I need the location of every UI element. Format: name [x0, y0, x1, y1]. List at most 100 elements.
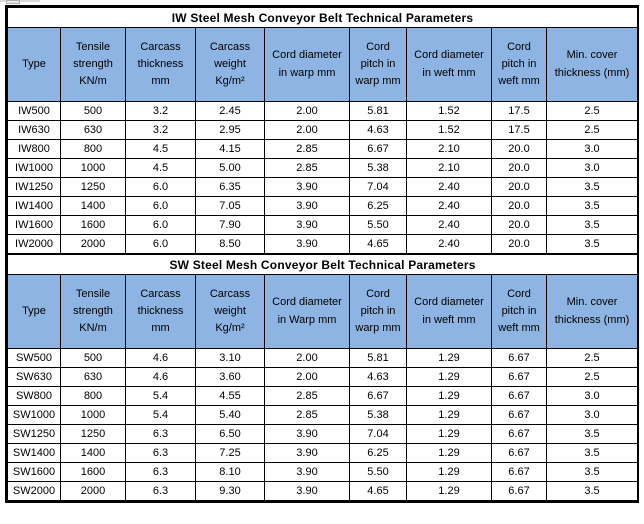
- value-cell: 5.38: [349, 158, 407, 178]
- sw-table-body: SW500 500 4.6 3.10 2.00 5.81 1.29 6.67 2.5 SW630 6…: [7, 348, 639, 501]
- value-cell: 6.3: [125, 481, 196, 501]
- value-cell: 20.0: [491, 215, 547, 235]
- value-cell: 9.30: [195, 481, 265, 501]
- value-cell: 7.05: [195, 196, 265, 216]
- value-cell: 3.90: [264, 234, 350, 254]
- value-cell: 7.04: [349, 424, 407, 444]
- column-header: Min. cover thickness (mm): [546, 27, 638, 102]
- screenshot-edge-artifact: [0, 0, 40, 2]
- type-cell: SW1600: [7, 462, 61, 482]
- value-cell: 1000: [60, 158, 126, 178]
- value-cell: 1600: [60, 462, 126, 482]
- value-cell: 2.10: [406, 158, 492, 178]
- value-cell: 1.29: [406, 367, 492, 387]
- table-row: SW2000 2000 6.3 9.30 3.90 4.65 1.29 6.67 3.5: [7, 481, 639, 501]
- table-row: IW500 500 3.2 2.45 2.00 5.81 1.52 17.5 2.5: [7, 101, 638, 121]
- value-cell: 1.29: [406, 462, 492, 482]
- column-header: Cord diameter in weft mm: [406, 27, 492, 102]
- value-cell: 2.40: [406, 234, 492, 254]
- value-cell: 20.0: [491, 196, 547, 216]
- column-header: Carcass thickness mm: [125, 27, 196, 102]
- value-cell: 2.85: [264, 405, 350, 425]
- iw-table-title: IW Steel Mesh Conveyor Belt Technical Pa…: [7, 7, 638, 28]
- value-cell: 2.85: [264, 139, 350, 159]
- table-row: SW500 500 4.6 3.10 2.00 5.81 1.29 6.67 2.5: [7, 348, 639, 368]
- sw-table-title-row: SW Steel Mesh Conveyor Belt Technical Pa…: [6, 254, 639, 275]
- type-cell: IW2000: [7, 234, 61, 254]
- iw-table-title-row: IW Steel Mesh Conveyor Belt Technical Pa…: [7, 7, 638, 28]
- value-cell: 2.00: [264, 367, 350, 387]
- value-cell: 2.10: [406, 139, 492, 159]
- value-cell: 3.5: [546, 196, 638, 216]
- value-cell: 4.15: [195, 139, 265, 159]
- iw-table-header-row: Type Tensile strength KN/m Carcass thickne…: [7, 27, 638, 102]
- iw-table-body: IW500 500 3.2 2.45 2.00 5.81 1.52 17.5 2.5 IW630 6…: [7, 101, 638, 254]
- value-cell: 6.3: [125, 462, 196, 482]
- value-cell: 3.90: [264, 481, 350, 501]
- column-header: Cord pitch in weft mm: [491, 274, 547, 349]
- type-cell: IW1400: [7, 196, 61, 216]
- value-cell: 2000: [60, 481, 126, 501]
- column-header: Type: [7, 274, 61, 349]
- technical-parameters-tables: IW Steel Mesh Conveyor Belt Technical Pa…: [5, 5, 639, 503]
- value-cell: 3.2: [125, 101, 196, 121]
- value-cell: 6.67: [491, 481, 547, 501]
- value-cell: 5.81: [349, 348, 407, 368]
- table-row: SW1000 1000 5.4 5.40 2.85 5.38 1.29 6.67 3.0: [7, 405, 639, 425]
- table-row: IW2000 2000 6.0 8.50 3.90 4.65 2.40 20.0 3.5: [7, 234, 638, 254]
- type-cell: SW1400: [7, 443, 61, 463]
- type-cell: IW1000: [7, 158, 61, 178]
- value-cell: 2.40: [406, 177, 492, 197]
- value-cell: 5.50: [349, 215, 407, 235]
- value-cell: 8.10: [195, 462, 265, 482]
- value-cell: 5.00: [195, 158, 265, 178]
- value-cell: 3.60: [195, 367, 265, 387]
- value-cell: 1250: [60, 177, 126, 197]
- value-cell: 20.0: [491, 177, 547, 197]
- type-cell: IW1600: [7, 215, 61, 235]
- value-cell: 4.55: [195, 386, 265, 406]
- value-cell: 4.65: [349, 481, 407, 501]
- value-cell: 6.25: [349, 196, 407, 216]
- value-cell: 5.38: [349, 405, 407, 425]
- value-cell: 2.40: [406, 215, 492, 235]
- value-cell: 7.90: [195, 215, 265, 235]
- type-cell: SW1000: [7, 405, 61, 425]
- type-cell: SW800: [7, 386, 61, 406]
- value-cell: 4.65: [349, 234, 407, 254]
- value-cell: 800: [60, 139, 126, 159]
- value-cell: 2.40: [406, 196, 492, 216]
- iw-parameters-table: IW Steel Mesh Conveyor Belt Technical Pa…: [7, 7, 638, 254]
- column-header: Carcass weight Kg/m²: [195, 27, 265, 102]
- value-cell: 3.5: [545, 424, 639, 444]
- value-cell: 1.29: [406, 481, 492, 501]
- value-cell: 6.67: [491, 443, 547, 463]
- value-cell: 3.5: [545, 481, 639, 501]
- value-cell: 2.00: [264, 348, 350, 368]
- column-header: Carcass weight Kg/m²: [195, 274, 265, 349]
- value-cell: 20.0: [491, 158, 547, 178]
- value-cell: 6.67: [491, 367, 547, 387]
- value-cell: 6.67: [491, 462, 547, 482]
- column-header: Carcass thickness mm: [125, 274, 196, 349]
- value-cell: 3.90: [264, 215, 350, 235]
- column-header: Cord diameter in Warp mm: [264, 274, 350, 349]
- value-cell: 1400: [60, 196, 126, 216]
- value-cell: 1000: [60, 405, 126, 425]
- value-cell: 6.35: [195, 177, 265, 197]
- table-row: SW1250 1250 6.3 6.50 3.90 7.04 1.29 6.67 3.5: [7, 424, 639, 444]
- column-header: Tensile strength KN/m: [60, 274, 126, 349]
- value-cell: 3.0: [545, 386, 639, 406]
- value-cell: 4.6: [125, 348, 196, 368]
- value-cell: 4.63: [349, 120, 407, 140]
- value-cell: 3.90: [264, 462, 350, 482]
- value-cell: 2.95: [195, 120, 265, 140]
- value-cell: 2.5: [545, 348, 639, 368]
- value-cell: 6.67: [349, 386, 407, 406]
- value-cell: 3.5: [546, 234, 638, 254]
- type-cell: SW1250: [7, 424, 61, 444]
- table-row: IW1250 1250 6.0 6.35 3.90 7.04 2.40 20.0 3.5: [7, 177, 638, 197]
- value-cell: 800: [60, 386, 126, 406]
- value-cell: 1400: [60, 443, 126, 463]
